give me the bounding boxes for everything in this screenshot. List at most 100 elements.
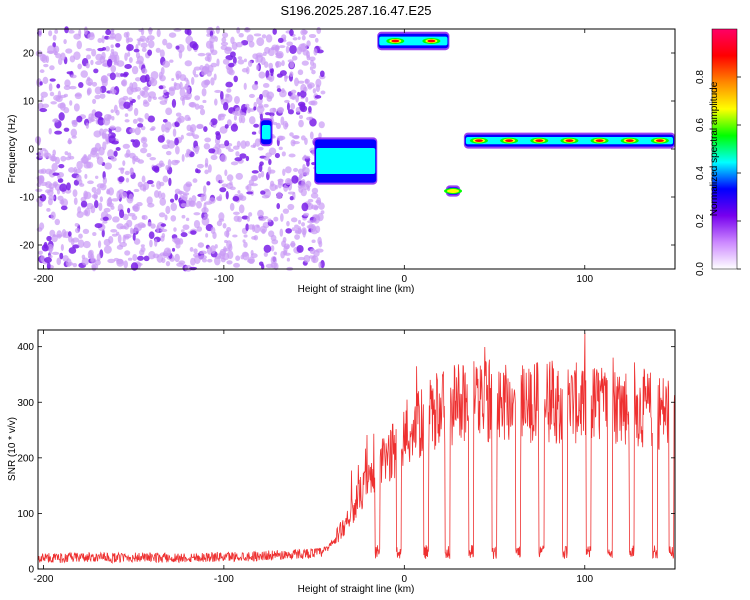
noise-speckle (76, 40, 83, 50)
noise-speckle (141, 215, 146, 220)
noise-speckle (91, 186, 97, 193)
noise-speckle (151, 126, 156, 131)
noise-speckle (243, 58, 247, 63)
noise-speckle (110, 156, 117, 162)
noise-speckle (204, 213, 209, 218)
noise-speckle (246, 215, 251, 222)
noise-speckle (314, 95, 322, 99)
noise-speckle (44, 149, 49, 158)
noise-speckle (257, 146, 264, 151)
noise-speckle (58, 163, 65, 169)
noise-speckle (225, 81, 233, 88)
noise-speckle (132, 118, 138, 124)
noise-speckle (76, 115, 83, 123)
feature-peak (625, 139, 634, 143)
noise-speckle (122, 213, 129, 221)
noise-speckle (309, 248, 316, 255)
x-tick-label: 100 (576, 574, 593, 585)
noise-speckle (180, 134, 184, 140)
noise-speckle (313, 217, 318, 223)
noise-speckle (134, 127, 141, 136)
noise-speckle (278, 45, 286, 49)
colorbar-tick-label: 0.6 (695, 118, 706, 132)
noise-speckle (117, 234, 122, 244)
noise-speckle (122, 143, 131, 149)
noise-speckle (302, 171, 310, 176)
noise-speckle (229, 181, 233, 186)
noise-speckle (253, 234, 259, 241)
noise-speckle (133, 48, 140, 53)
noise-speckle (102, 216, 109, 221)
noise-speckle (92, 232, 97, 237)
chart-title: S196.2025.287.16.47.E25 (280, 3, 431, 18)
noise-speckle (64, 151, 69, 156)
noise-speckle (286, 257, 290, 262)
noise-speckle (118, 176, 125, 183)
noise-speckle (43, 256, 52, 264)
noise-speckle (221, 252, 230, 261)
noise-speckle (146, 196, 153, 205)
noise-speckle (159, 49, 165, 58)
noise-speckle (107, 258, 116, 264)
noise-speckle (250, 249, 254, 256)
noise-speckle (153, 190, 160, 198)
noise-speckle (141, 68, 148, 74)
noise-speckle (303, 254, 311, 263)
noise-speckle (73, 103, 80, 112)
noise-speckle (199, 250, 207, 255)
noise-speckle (149, 239, 153, 248)
noise-speckle (165, 261, 171, 267)
noise-speckle (109, 88, 117, 95)
noise-speckle (297, 36, 301, 40)
noise-speckle (193, 212, 201, 216)
noise-speckle (69, 155, 75, 160)
noise-speckle (290, 217, 298, 223)
noise-speckle (78, 233, 83, 239)
noise-speckle (110, 44, 114, 49)
feature-peak (474, 139, 483, 143)
noise-speckle (175, 45, 180, 50)
noise-speckle (307, 83, 313, 90)
noise-speckle (93, 68, 99, 74)
noise-speckle (83, 209, 89, 216)
noise-speckle (49, 78, 56, 82)
noise-speckle (256, 105, 265, 113)
noise-speckle (36, 176, 42, 180)
noise-speckle (155, 47, 161, 53)
noise-speckle (181, 96, 185, 106)
noise-speckle (111, 233, 118, 237)
noise-speckle (213, 73, 217, 81)
noise-speckle (38, 250, 43, 255)
x-tick-label: 0 (402, 274, 408, 285)
noise-speckle (98, 202, 103, 212)
noise-speckle (290, 89, 297, 94)
colorbar-tick-label: 0.0 (695, 262, 706, 276)
noise-speckle (267, 218, 272, 223)
noise-speckle (196, 169, 201, 174)
noise-speckle (85, 78, 94, 86)
noise-speckle (85, 54, 92, 60)
noise-speckle (85, 47, 93, 52)
noise-speckle (233, 215, 240, 222)
noise-speckle (58, 112, 65, 121)
colorbar-tick-label: 0.4 (695, 166, 706, 180)
noise-speckle (66, 182, 71, 191)
noise-speckle (317, 236, 322, 245)
noise-speckle (180, 203, 188, 208)
noise-speckle (261, 228, 266, 235)
noise-speckle (277, 180, 282, 189)
noise-speckle (276, 88, 282, 93)
noise-speckle (99, 196, 103, 203)
noise-speckle (112, 51, 119, 57)
noise-speckle (60, 52, 66, 61)
noise-speckle (233, 114, 237, 121)
noise-speckle (97, 117, 105, 126)
noise-speckle (71, 237, 80, 243)
noise-speckle (253, 123, 260, 128)
noise-speckle (312, 214, 320, 219)
noise-speckle (158, 190, 162, 199)
noise-speckle (103, 245, 112, 254)
noise-speckle (59, 102, 66, 111)
noise-speckle (201, 258, 207, 263)
noise-speckle (87, 250, 93, 259)
